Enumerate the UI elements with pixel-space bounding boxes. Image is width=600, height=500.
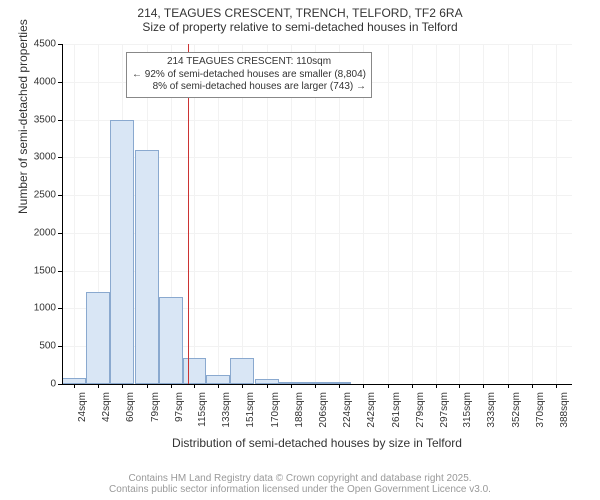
x-tick-label: 370sqm xyxy=(535,392,546,428)
annotation-line: 8% of semi-detached houses are larger (7… xyxy=(132,81,366,94)
x-tick-label: 279sqm xyxy=(415,392,426,428)
x-tick-label: 206sqm xyxy=(318,392,329,428)
x-axis-label: Distribution of semi-detached houses by … xyxy=(172,436,462,450)
x-tick-label: 151sqm xyxy=(245,392,256,428)
y-tick-label: 0 xyxy=(50,379,62,390)
grid-line xyxy=(483,44,484,384)
footer: Contains HM Land Registry data © Crown c… xyxy=(0,473,600,495)
annotation-line: 214 TEAGUES CRESCENT: 110sqm xyxy=(132,56,366,69)
grid-line xyxy=(532,44,533,384)
x-tick-label: 297sqm xyxy=(439,392,450,428)
histogram-bar xyxy=(135,150,159,384)
x-tick-label: 133sqm xyxy=(221,392,232,428)
plot-area: 05001000150020002500300035004000450024sq… xyxy=(62,44,572,384)
x-tick-label: 60sqm xyxy=(125,392,136,422)
x-tick-label: 352sqm xyxy=(511,392,522,428)
grid-line xyxy=(412,44,413,384)
y-tick-label: 3500 xyxy=(34,114,62,125)
x-axis-line xyxy=(62,384,572,385)
histogram-bar xyxy=(110,120,134,384)
grid-line xyxy=(388,44,389,384)
x-tick-label: 42sqm xyxy=(101,392,112,422)
x-tick-label: 115sqm xyxy=(197,392,208,427)
histogram-bar xyxy=(206,375,230,384)
y-tick-label: 4500 xyxy=(34,39,62,50)
x-tick-label: 97sqm xyxy=(174,392,185,422)
y-tick-label: 1500 xyxy=(34,265,62,276)
grid-line xyxy=(436,44,437,384)
y-tick-label: 1000 xyxy=(34,303,62,314)
y-tick-label: 500 xyxy=(39,341,62,352)
grid-line xyxy=(508,44,509,384)
x-tick-label: 224sqm xyxy=(342,392,353,428)
y-tick-label: 3000 xyxy=(34,152,62,163)
grid-line xyxy=(62,120,572,121)
footer-line-2: Contains public sector information licen… xyxy=(0,484,600,495)
x-tick-label: 315sqm xyxy=(462,392,473,428)
x-tick-label: 170sqm xyxy=(270,392,281,428)
x-tick-label: 79sqm xyxy=(150,392,161,422)
x-tick-label: 188sqm xyxy=(294,392,305,428)
x-tick-label: 261sqm xyxy=(391,392,402,428)
y-tick-label: 4000 xyxy=(34,76,62,87)
y-tick-label: 2000 xyxy=(34,227,62,238)
x-tick-label: 24sqm xyxy=(77,392,88,422)
x-tick-label: 388sqm xyxy=(559,392,570,428)
footer-line-1: Contains HM Land Registry data © Crown c… xyxy=(0,473,600,484)
grid-line xyxy=(74,44,75,384)
histogram-bar xyxy=(230,358,254,384)
histogram-bar xyxy=(159,297,183,384)
grid-line xyxy=(556,44,557,384)
chart-area: 0 500 1000 1500 2000 2500 3000 3500 4000 4500 24sq… xyxy=(0,0,600,500)
x-tick-label: 333sqm xyxy=(486,392,497,428)
annotation-box: 214 TEAGUES CRESCENT: 110sqm← 92% of sem… xyxy=(126,52,372,98)
histogram-bar xyxy=(86,292,110,384)
y-axis-line xyxy=(62,44,63,384)
grid-line xyxy=(62,44,572,45)
histogram-bar xyxy=(183,358,207,384)
x-tick-label: 242sqm xyxy=(366,392,377,428)
grid-line xyxy=(459,44,460,384)
annotation-line: ← 92% of semi-detached houses are smalle… xyxy=(132,69,366,82)
y-tick-label: 2500 xyxy=(34,190,62,201)
